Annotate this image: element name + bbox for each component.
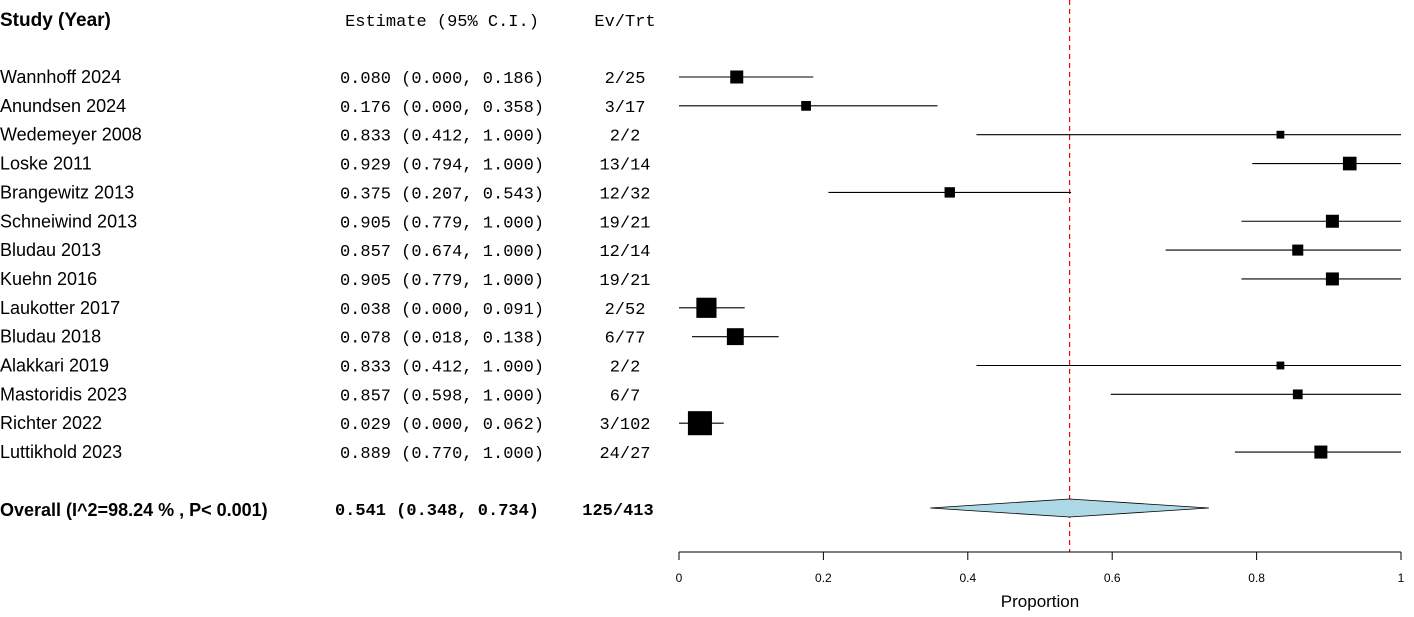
study-events: 12/32 bbox=[599, 185, 650, 204]
study-events: 6/7 bbox=[610, 387, 641, 406]
study-estimate: 0.857 (0.674, 1.000) bbox=[340, 243, 544, 262]
study-row: Bludau 2018 0.078 (0.018, 0.138) 6/77 bbox=[0, 327, 779, 349]
study-row: Wedemeyer 2008 0.833 (0.412, 1.000) 2/2 bbox=[0, 125, 1401, 147]
study-row: Alakkari 2019 0.833 (0.412, 1.000) 2/2 bbox=[0, 356, 1401, 378]
point-estimate-marker bbox=[1276, 361, 1285, 370]
study-name: Luttikhold 2023 bbox=[0, 442, 122, 462]
point-estimate-marker bbox=[1314, 445, 1328, 459]
overall-label: Overall (I^2=98.24 % , P< 0.001) bbox=[0, 500, 268, 520]
x-tick-label: 0.4 bbox=[959, 571, 976, 585]
study-events: 3/102 bbox=[599, 416, 650, 435]
study-name: Brangewitz 2013 bbox=[0, 182, 134, 202]
point-estimate-marker bbox=[1325, 214, 1339, 228]
study-name: Schneiwind 2013 bbox=[0, 211, 137, 231]
study-events: 19/21 bbox=[599, 272, 650, 291]
study-name: Mastoridis 2023 bbox=[0, 384, 127, 404]
study-estimate: 0.889 (0.770, 1.000) bbox=[340, 445, 544, 464]
study-name: Bludau 2018 bbox=[0, 327, 101, 347]
study-estimate: 0.078 (0.018, 0.138) bbox=[340, 330, 544, 349]
point-estimate-marker bbox=[1292, 389, 1303, 400]
point-estimate-marker bbox=[944, 187, 955, 198]
point-estimate-marker bbox=[730, 70, 744, 84]
overall-events: 125/413 bbox=[582, 502, 653, 521]
study-estimate: 0.080 (0.000, 0.186) bbox=[340, 70, 544, 89]
x-axis: 0 0.2 0.4 0.6 0.8 1 bbox=[676, 551, 1405, 585]
point-estimate-marker bbox=[1292, 244, 1304, 256]
point-estimate-marker bbox=[696, 297, 717, 318]
study-events: 3/17 bbox=[605, 99, 646, 118]
study-events: 2/2 bbox=[610, 128, 641, 147]
study-estimate: 0.176 (0.000, 0.358) bbox=[340, 99, 544, 118]
study-row: Bludau 2013 0.857 (0.674, 1.000) 12/14 bbox=[0, 240, 1401, 262]
study-name: Anundsen 2024 bbox=[0, 96, 126, 116]
x-tick-label: 0.6 bbox=[1104, 571, 1121, 585]
point-estimate-marker bbox=[1342, 156, 1357, 171]
study-name: Wannhoff 2024 bbox=[0, 67, 121, 87]
study-estimate: 0.857 (0.598, 1.000) bbox=[340, 387, 544, 406]
x-axis-label: Proportion bbox=[1001, 592, 1079, 611]
study-events: 24/27 bbox=[599, 445, 650, 464]
study-name: Kuehn 2016 bbox=[0, 269, 97, 289]
study-events: 2/2 bbox=[610, 359, 641, 378]
x-tick-label: 1 bbox=[1398, 571, 1405, 585]
overall-diamond bbox=[930, 498, 1209, 518]
study-events: 12/14 bbox=[599, 243, 650, 262]
study-events: 2/25 bbox=[605, 70, 646, 89]
x-tick-label: 0 bbox=[676, 571, 683, 585]
overall-estimate: 0.541 (0.348, 0.734) bbox=[335, 502, 539, 521]
study-estimate: 0.905 (0.779, 1.000) bbox=[340, 272, 544, 291]
study-estimate: 0.029 (0.000, 0.062) bbox=[340, 416, 544, 435]
study-estimate: 0.905 (0.779, 1.000) bbox=[340, 214, 544, 233]
study-events: 19/21 bbox=[599, 214, 650, 233]
point-estimate-marker bbox=[1325, 272, 1339, 286]
header-events: Ev/Trt bbox=[594, 13, 655, 32]
x-tick-label: 0.2 bbox=[815, 571, 832, 585]
study-estimate: 0.929 (0.794, 1.000) bbox=[340, 157, 544, 176]
study-name: Alakkari 2019 bbox=[0, 356, 109, 376]
study-row: Mastoridis 2023 0.857 (0.598, 1.000) 6/7 bbox=[0, 384, 1401, 406]
study-events: 6/77 bbox=[605, 330, 646, 349]
study-row: Kuehn 2016 0.905 (0.779, 1.000) 19/21 bbox=[0, 269, 1401, 291]
study-estimate: 0.038 (0.000, 0.091) bbox=[340, 301, 544, 320]
study-rows: Wannhoff 2024 0.080 (0.000, 0.186) 2/25 Anu… bbox=[0, 67, 1401, 464]
study-row: Anundsen 2024 0.176 (0.000, 0.358) 3/17 bbox=[0, 96, 938, 118]
study-estimate: 0.833 (0.412, 1.000) bbox=[340, 359, 544, 378]
study-row: Loske 2011 0.929 (0.794, 1.000) 13/14 bbox=[0, 154, 1401, 176]
study-name: Bludau 2013 bbox=[0, 240, 101, 260]
study-row: Schneiwind 2013 0.905 (0.779, 1.000) 19/21 bbox=[0, 211, 1401, 233]
point-estimate-marker bbox=[801, 100, 811, 111]
study-row: Wannhoff 2024 0.080 (0.000, 0.186) 2/25 bbox=[0, 67, 814, 89]
header-estimate: Estimate (95% C.I.) bbox=[345, 13, 539, 32]
study-row: Laukotter 2017 0.038 (0.000, 0.091) 2/52 bbox=[0, 297, 745, 320]
study-name: Richter 2022 bbox=[0, 413, 102, 433]
x-tick-label: 0.8 bbox=[1248, 571, 1265, 585]
point-estimate-marker bbox=[726, 328, 744, 346]
study-name: Loske 2011 bbox=[0, 154, 92, 174]
header-study: Study (Year) bbox=[0, 10, 111, 31]
study-row: Brangewitz 2013 0.375 (0.207, 0.543) 12/32 bbox=[0, 182, 1072, 204]
study-events: 13/14 bbox=[599, 157, 650, 176]
overall-row: Overall (I^2=98.24 % , P< 0.001) 0.541 (0… bbox=[0, 498, 1209, 521]
study-name: Laukotter 2017 bbox=[0, 298, 120, 318]
study-row: Richter 2022 0.029 (0.000, 0.062) 3/102 bbox=[0, 411, 724, 436]
point-estimate-marker bbox=[1276, 130, 1285, 139]
point-estimate-marker bbox=[687, 411, 712, 436]
study-events: 2/52 bbox=[605, 301, 646, 320]
study-row: Luttikhold 2023 0.889 (0.770, 1.000) 24/27 bbox=[0, 442, 1401, 464]
study-estimate: 0.833 (0.412, 1.000) bbox=[340, 128, 544, 147]
study-estimate: 0.375 (0.207, 0.543) bbox=[340, 185, 544, 204]
study-name: Wedemeyer 2008 bbox=[0, 125, 142, 145]
